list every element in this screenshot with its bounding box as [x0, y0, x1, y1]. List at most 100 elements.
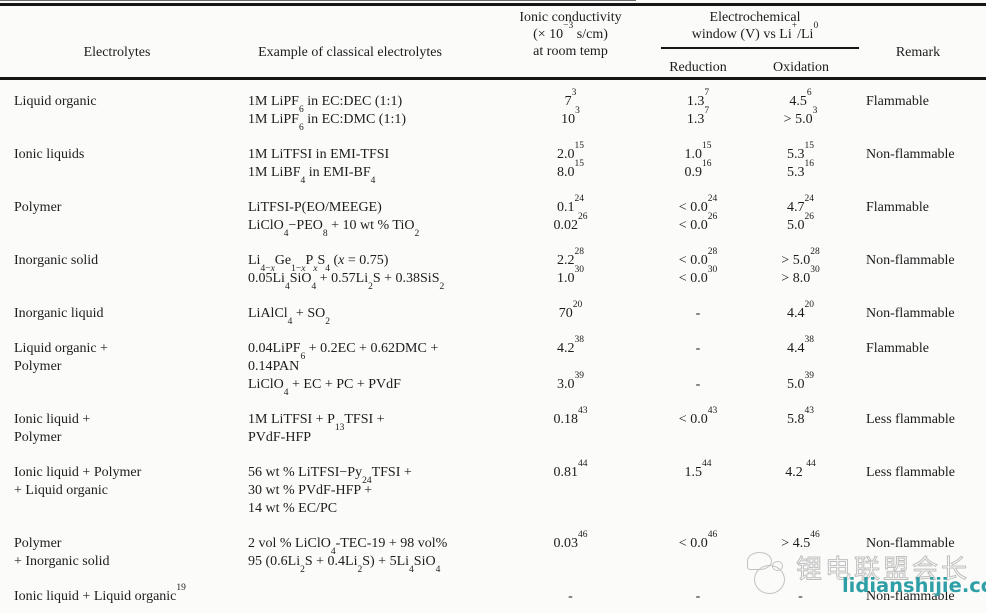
electrolyte-entry-row: LiClO4−PEO8 + 10 wt % TiO2 0.0226 < 0.026 5…: [248, 211, 986, 238]
remark-cell: Flammable: [866, 341, 929, 356]
electrolyte-type-line: Polymer: [14, 536, 62, 551]
reduction-cell: < 0.030: [678, 264, 718, 286]
electrolyte-type-line: Inorganic solid: [14, 253, 99, 268]
table-row-group: Ionic liquid + Polymer 1M LiTFSI + P13TFSI…: [0, 405, 986, 447]
example-cell: 2 vol % LiClO4-TEC-19 + 98 vol% 95 (0.6Li…: [248, 535, 488, 575]
table-row-group: Inorganic liquid LiAlCl4 + SO2 7020 - 4.420 N…: [0, 299, 986, 326]
example-line: Li4−xGe1−xPxS4 (x = 0.75): [248, 253, 389, 274]
electrolyte-type-line: Ionic liquid + Polymer: [14, 465, 142, 480]
remark-cell: Flammable: [866, 200, 929, 215]
electrolyte-entry-row: LiTFSI-P(EO/MEEGE) 0.124 < 0.024 4.724: [248, 193, 986, 217]
electrolyte-type-line: Ionic liquid +: [14, 412, 91, 427]
electrolyte-type-cell: Polymer: [14, 199, 239, 217]
conductivity-cell: 0.0346: [553, 529, 588, 551]
electrolyte-type-line: Liquid organic +: [14, 341, 108, 356]
electrolyte-type-cell: Ionic liquids: [14, 146, 239, 164]
example-line: 0.14PAN: [248, 359, 300, 374]
oxidation-cell: 5.843: [787, 405, 814, 427]
entry-list: Li4−xGe1−xPxS4 (x = 0.75) 2.228 < 0.028 > 5…: [248, 246, 986, 292]
oxidation-cell: 4.438: [787, 334, 814, 356]
electrolyte-entry-row: 1M LiPF6 in EC:DEC (1:1) 73 1.37 4.56: [248, 87, 986, 114]
oxidation-cell: > 5.03: [783, 105, 818, 127]
example-line: 0.04LiPF6 + 0.2EC + 0.62DMC +: [248, 341, 439, 362]
electrolyte-type-line: Ionic liquid + Liquid organic19: [14, 582, 186, 604]
table-row-group: Liquid organic 1M LiPF6 in EC:DEC (1:1) 73…: [0, 87, 986, 133]
entry-list: 0.04LiPF6 + 0.2EC + 0.62DMC +0.14PAN 4.23…: [248, 334, 986, 397]
conductivity-cell: 2.228: [557, 246, 584, 268]
example-cell: 0.05Li4SiO4 + 0.57Li2S + 0.38SiS2: [248, 270, 488, 292]
electrolyte-entry-row: LiClO4 + EC + PC + PVdF 3.039 - 5.039: [248, 370, 986, 397]
example-line: 1M LiBF4 in EMI-BF4: [248, 165, 376, 186]
electrolyte-type-line: Liquid organic: [14, 94, 97, 109]
electrolyte-type-cell: Inorganic liquid: [14, 305, 239, 323]
example-cell: 1M LiBF4 in EMI-BF4: [248, 164, 488, 186]
electrolyte-entry-row: 2 vol % LiClO4-TEC-19 + 98 vol% 95 (0.6Li…: [248, 529, 986, 575]
header-separator-rule: [0, 77, 986, 80]
electrolyte-entry-row: ---: [248, 588, 986, 606]
header-line: Ionic conductivity: [519, 10, 622, 25]
oxidation-cell: -: [798, 589, 803, 604]
example-line: 1M LiTFSI in EMI-TFSI: [248, 147, 390, 162]
electrolyte-type-line: + Liquid organic: [14, 483, 108, 498]
remark-cell: Less flammable: [866, 412, 956, 427]
reduction-cell: < 0.046: [678, 529, 718, 551]
table-row-group: Ionic liquids 1M LiTFSI in EMI-TFSI 2.015 1…: [0, 141, 986, 186]
oxidation-cell: 4.56: [789, 87, 812, 109]
col-header-conductivity: Ionic conductivity (× 10−3 s/cm) at room…: [488, 9, 653, 60]
reduction-cell: 1.544: [684, 458, 712, 480]
example-line: 95 (0.6Li2S + 0.4Li2S) + 5Li4SiO4: [248, 554, 441, 575]
header-line: Electrochemical: [709, 10, 801, 25]
electrolyte-type-cell: Liquid organic + Polymer: [14, 340, 239, 376]
table-header: Electrolytes Example of classical electr…: [0, 0, 986, 92]
remark-cell: Flammable: [866, 94, 929, 109]
entry-list: 2 vol % LiClO4-TEC-19 + 98 vol% 95 (0.6Li…: [248, 529, 986, 575]
electrolyte-type-line: Polymer: [14, 200, 62, 215]
reduction-cell: 0.916: [684, 158, 712, 180]
example-cell: 1M LiTFSI in EMI-TFSI: [248, 146, 488, 164]
entry-list: ---: [248, 588, 986, 606]
oxidation-cell: 5.039: [787, 370, 814, 392]
electrolyte-type-line: Polymer: [14, 359, 62, 374]
table-body: Liquid organic 1M LiPF6 in EC:DEC (1:1) 73…: [0, 87, 986, 613]
reduction-cell: < 0.028: [678, 246, 718, 268]
example-cell: 1M LiTFSI + P13TFSI + PVdF-HFP: [248, 411, 488, 447]
example-line: 1M LiTFSI + P13TFSI +: [248, 412, 385, 433]
conductivity-cell: -: [568, 589, 573, 604]
oxidation-cell: 4.420: [787, 299, 814, 321]
electrolyte-type-line: Polymer: [14, 430, 62, 445]
reduction-cell: 1.37: [686, 105, 710, 127]
oxidation-cell: 4.2 44: [785, 458, 816, 480]
remark-cell: Less flammable: [866, 465, 956, 480]
header-line: (× 10−3 s/cm): [533, 20, 608, 42]
header-line: at room temp: [533, 44, 608, 59]
electrolyte-type-line: + Inorganic solid: [14, 554, 110, 569]
entry-list: 1M LiPF6 in EC:DEC (1:1) 73 1.37 4.56 1M LiP…: [248, 87, 986, 133]
table-top-rule: [0, 3, 986, 6]
example-line: 1M LiPF6 in EC:DMC (1:1): [248, 112, 406, 133]
conductivity-cell: 3.039: [557, 370, 584, 392]
example-line: 0.05Li4SiO4 + 0.57Li2S + 0.38SiS2: [248, 271, 445, 292]
reduction-cell: -: [695, 306, 701, 321]
table-row-group: Polymer LiTFSI-P(EO/MEEGE) 0.124 < 0.024 4.7…: [0, 193, 986, 238]
entry-list: 1M LiTFSI in EMI-TFSI 2.015 1.015 5.315 1M L…: [248, 141, 986, 186]
electrolyte-type-cell: Liquid organic: [14, 93, 239, 111]
conductivity-cell: 0.124: [557, 193, 584, 215]
example-line: 56 wt % LiTFSI−Py24TFSI +: [248, 465, 412, 486]
electrolyte-entry-row: 0.04LiPF6 + 0.2EC + 0.62DMC +0.14PAN 4.23…: [248, 334, 986, 376]
example-line: 30 wt % PVdF-HFP +: [248, 483, 373, 498]
electrolyte-entry-row: 56 wt % LiTFSI−Py24TFSI +30 wt % PVdF-HF…: [248, 458, 986, 518]
electrolyte-entry-row: 1M LiTFSI + P13TFSI + PVdF-HFP 0.1843 < 0.0…: [248, 405, 986, 447]
table-row-group: Liquid organic + Polymer 0.04LiPF6 + 0.2EC…: [0, 334, 986, 397]
conductivity-cell: 0.8144: [553, 458, 588, 480]
example-cell: 0.04LiPF6 + 0.2EC + 0.62DMC +0.14PAN: [248, 340, 488, 376]
electrolyte-entry-row: 1M LiPF6 in EC:DMC (1:1) 103 1.37 > 5.03: [248, 105, 986, 133]
electrolyte-entry-row: 1M LiBF4 in EMI-BF4 8.015 0.916 5.316: [248, 158, 986, 186]
example-cell: 56 wt % LiTFSI−Py24TFSI +30 wt % PVdF-HF…: [248, 464, 488, 518]
electrolyte-entry-row: LiAlCl4 + SO2 7020 - 4.420: [248, 299, 986, 326]
electrolyte-entry-row: Li4−xGe1−xPxS4 (x = 0.75) 2.228 < 0.028 > 5…: [248, 246, 986, 274]
reduction-cell: 1.37: [686, 87, 710, 109]
reduction-cell: < 0.043: [678, 405, 718, 427]
oxidation-cell: 5.026: [787, 211, 814, 233]
table-row-group: Ionic liquid + Liquid organic19 - - - Non-fl…: [0, 582, 986, 606]
